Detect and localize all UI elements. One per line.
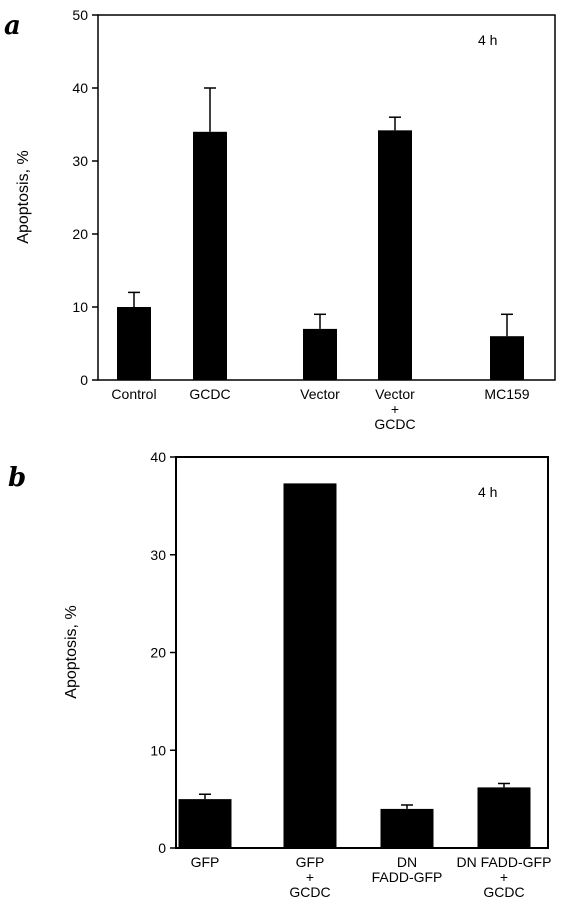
time-annotation: 4 h (478, 484, 497, 500)
category-label-line: Vector (300, 386, 340, 402)
category-label-line: GCDC (189, 386, 230, 402)
y-tick-label: 0 (158, 840, 166, 856)
category-label-line: DN (397, 854, 417, 870)
bar (283, 483, 337, 848)
y-tick-label: 10 (72, 299, 88, 315)
bar (490, 336, 524, 380)
category-label-line: FADD-GFP (372, 869, 443, 885)
bar (178, 799, 232, 848)
y-tick-label: 30 (72, 153, 88, 169)
category-label: Control (111, 386, 156, 402)
category-label-line: DN FADD-GFP (457, 854, 552, 870)
category-label: MC159 (484, 386, 529, 402)
y-tick-label: 20 (72, 226, 88, 242)
category-label-line: GFP (296, 854, 325, 870)
plot-frame (97, 14, 556, 381)
category-label-line: GCDC (289, 884, 330, 900)
category-label-line: GCDC (483, 884, 524, 900)
category-label-line: Vector (375, 386, 415, 402)
category-label-line: Control (111, 386, 156, 402)
bar (303, 328, 337, 380)
panel-letter: a (4, 11, 21, 41)
y-tick-label: 40 (150, 449, 166, 465)
category-label: DN FADD-GFP + GCDC (457, 854, 552, 900)
category-label-line: + (306, 869, 314, 885)
panel-letter: b (8, 463, 26, 493)
category-label-line: GFP (191, 854, 220, 870)
category-label-line: GCDC (374, 416, 415, 432)
y-tick-label: 40 (72, 80, 88, 96)
category-label: GFP (191, 854, 220, 870)
y-tick-label: 50 (72, 7, 88, 23)
category-label: Vector (300, 386, 340, 402)
category-label: GCDC (189, 386, 230, 402)
y-axis-label: Apoptosis, % (63, 605, 80, 698)
category-label-line: + (500, 869, 508, 885)
y-axis-label: Apoptosis, % (15, 150, 32, 243)
y-tick-label: 10 (150, 742, 166, 758)
time-annotation: 4 h (478, 32, 497, 48)
bar (378, 130, 412, 380)
y-tick-label: 30 (150, 547, 166, 563)
category-label: DN FADD-GFP (372, 854, 443, 885)
category-label: GFP + GCDC (289, 854, 330, 900)
category-label: Vector + GCDC (374, 386, 415, 432)
bar (380, 808, 434, 848)
category-label-line: MC159 (484, 386, 529, 402)
category-label-line: + (391, 401, 399, 417)
bar (117, 307, 151, 380)
y-tick-label: 0 (80, 372, 88, 388)
bar (193, 131, 227, 380)
y-tick-label: 20 (150, 645, 166, 661)
bar (477, 787, 531, 848)
